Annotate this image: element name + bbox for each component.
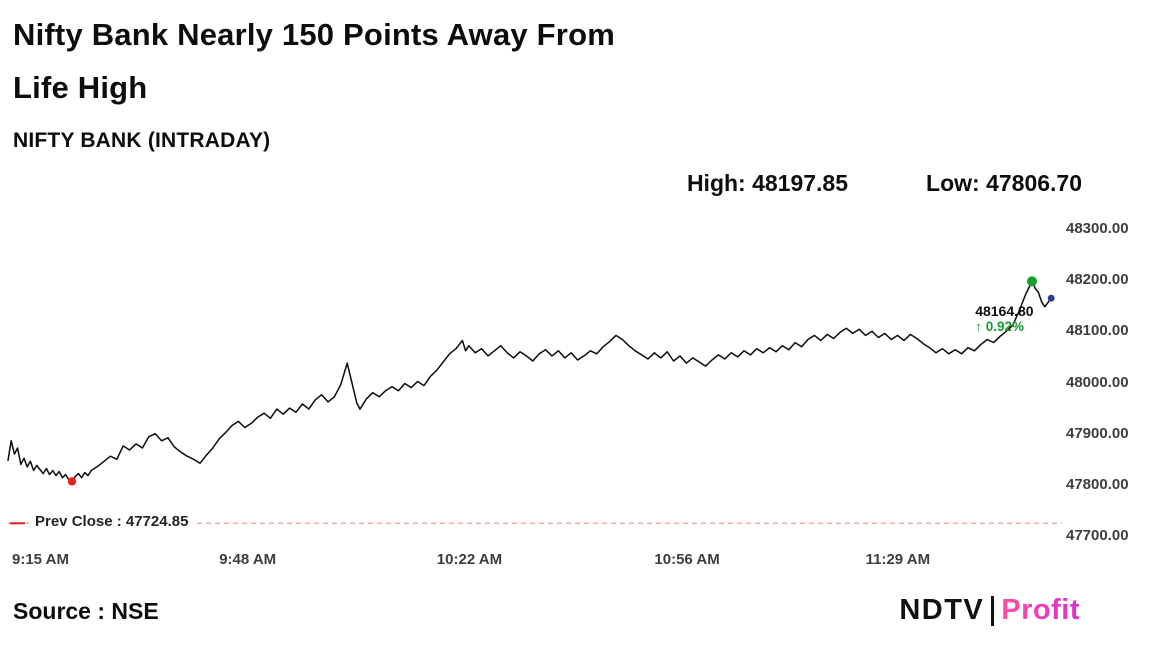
y-tick-label: 48200.00 — [1066, 271, 1129, 289]
x-tick-label: 9:15 AM — [12, 551, 69, 568]
x-tick-label: 10:56 AM — [654, 551, 720, 568]
x-tick-label: 9:48 AM — [219, 551, 277, 568]
high-low-row: High: 48197.85 Low: 47806.70 — [687, 170, 1082, 197]
logo-divider-bar — [991, 595, 995, 626]
high-marker — [1027, 276, 1037, 287]
last-change: ↑ 0.92% — [975, 319, 1024, 335]
logo-profit: Profit — [1001, 594, 1080, 626]
y-tick-label: 47900.00 — [1066, 424, 1129, 442]
low-value: Low: 47806.70 — [926, 170, 1082, 196]
y-tick-label: 47800.00 — [1066, 475, 1129, 493]
x-tick-label: 11:29 AM — [865, 551, 931, 568]
last-price: 48164.80 — [975, 303, 1034, 320]
chart-markers — [67, 276, 1055, 486]
ndtv-profit-logo: NDTV Profit — [899, 594, 1080, 627]
chart-subtitle: NIFTY BANK (INTRADAY) — [13, 129, 271, 152]
x-tick-label: 10:22 AM — [436, 551, 503, 568]
y-tick-label: 48300.00 — [1066, 220, 1129, 237]
logo-ndtv: NDTV — [899, 594, 985, 626]
source-note: Source : NSE — [13, 598, 159, 624]
price-line — [7, 280, 1052, 483]
last-price-annotation: 48164.80 ↑ 0.92% — [975, 303, 1033, 335]
y-tick-label: 48100.00 — [1066, 322, 1129, 340]
prev-close-label: Prev Close : 47724.85 — [29, 513, 195, 531]
page-title: Nifty Bank Nearly 150 Points Away From L… — [13, 8, 615, 114]
title-line-1: Nifty Bank Nearly 150 Points Away From — [13, 17, 615, 52]
low-marker — [67, 477, 77, 486]
title-line-2: Life High — [13, 70, 148, 105]
y-tick-label: 47700.00 — [1066, 527, 1129, 544]
last-marker — [1047, 294, 1055, 302]
y-tick-label: 48000.00 — [1066, 373, 1129, 391]
high-value: High: 48197.85 — [686, 170, 849, 196]
